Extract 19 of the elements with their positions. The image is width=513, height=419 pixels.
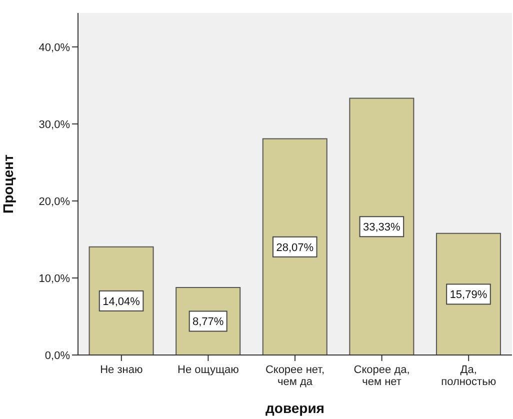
y-tick-label: 40,0%	[38, 42, 70, 54]
x-tick-label: Не знаю	[100, 364, 143, 376]
y-tick-label: 10,0%	[38, 272, 70, 285]
data-label: 14,04%	[102, 296, 140, 308]
bar	[349, 98, 414, 355]
y-tick-label: 30,0%	[38, 118, 70, 131]
y-tick-label: 0,0%	[44, 350, 70, 362]
x-tick-label: Да, полностью	[441, 364, 496, 388]
data-label: 33,33%	[363, 222, 401, 234]
x-axis-title: доверия	[266, 400, 324, 416]
y-tick-label: 20,0%	[38, 196, 70, 208]
data-label: 28,07%	[276, 242, 314, 254]
data-label: 8,77%	[192, 316, 224, 328]
y-axis-title: Процент	[0, 154, 16, 214]
data-label: 15,79%	[450, 289, 488, 302]
x-tick-label: Скорее нет, чем да	[265, 364, 325, 388]
x-tick-label: Не ощущаю	[178, 364, 239, 376]
x-tick-label: Скорее да, чем нет	[354, 364, 410, 388]
bar	[262, 138, 328, 355]
